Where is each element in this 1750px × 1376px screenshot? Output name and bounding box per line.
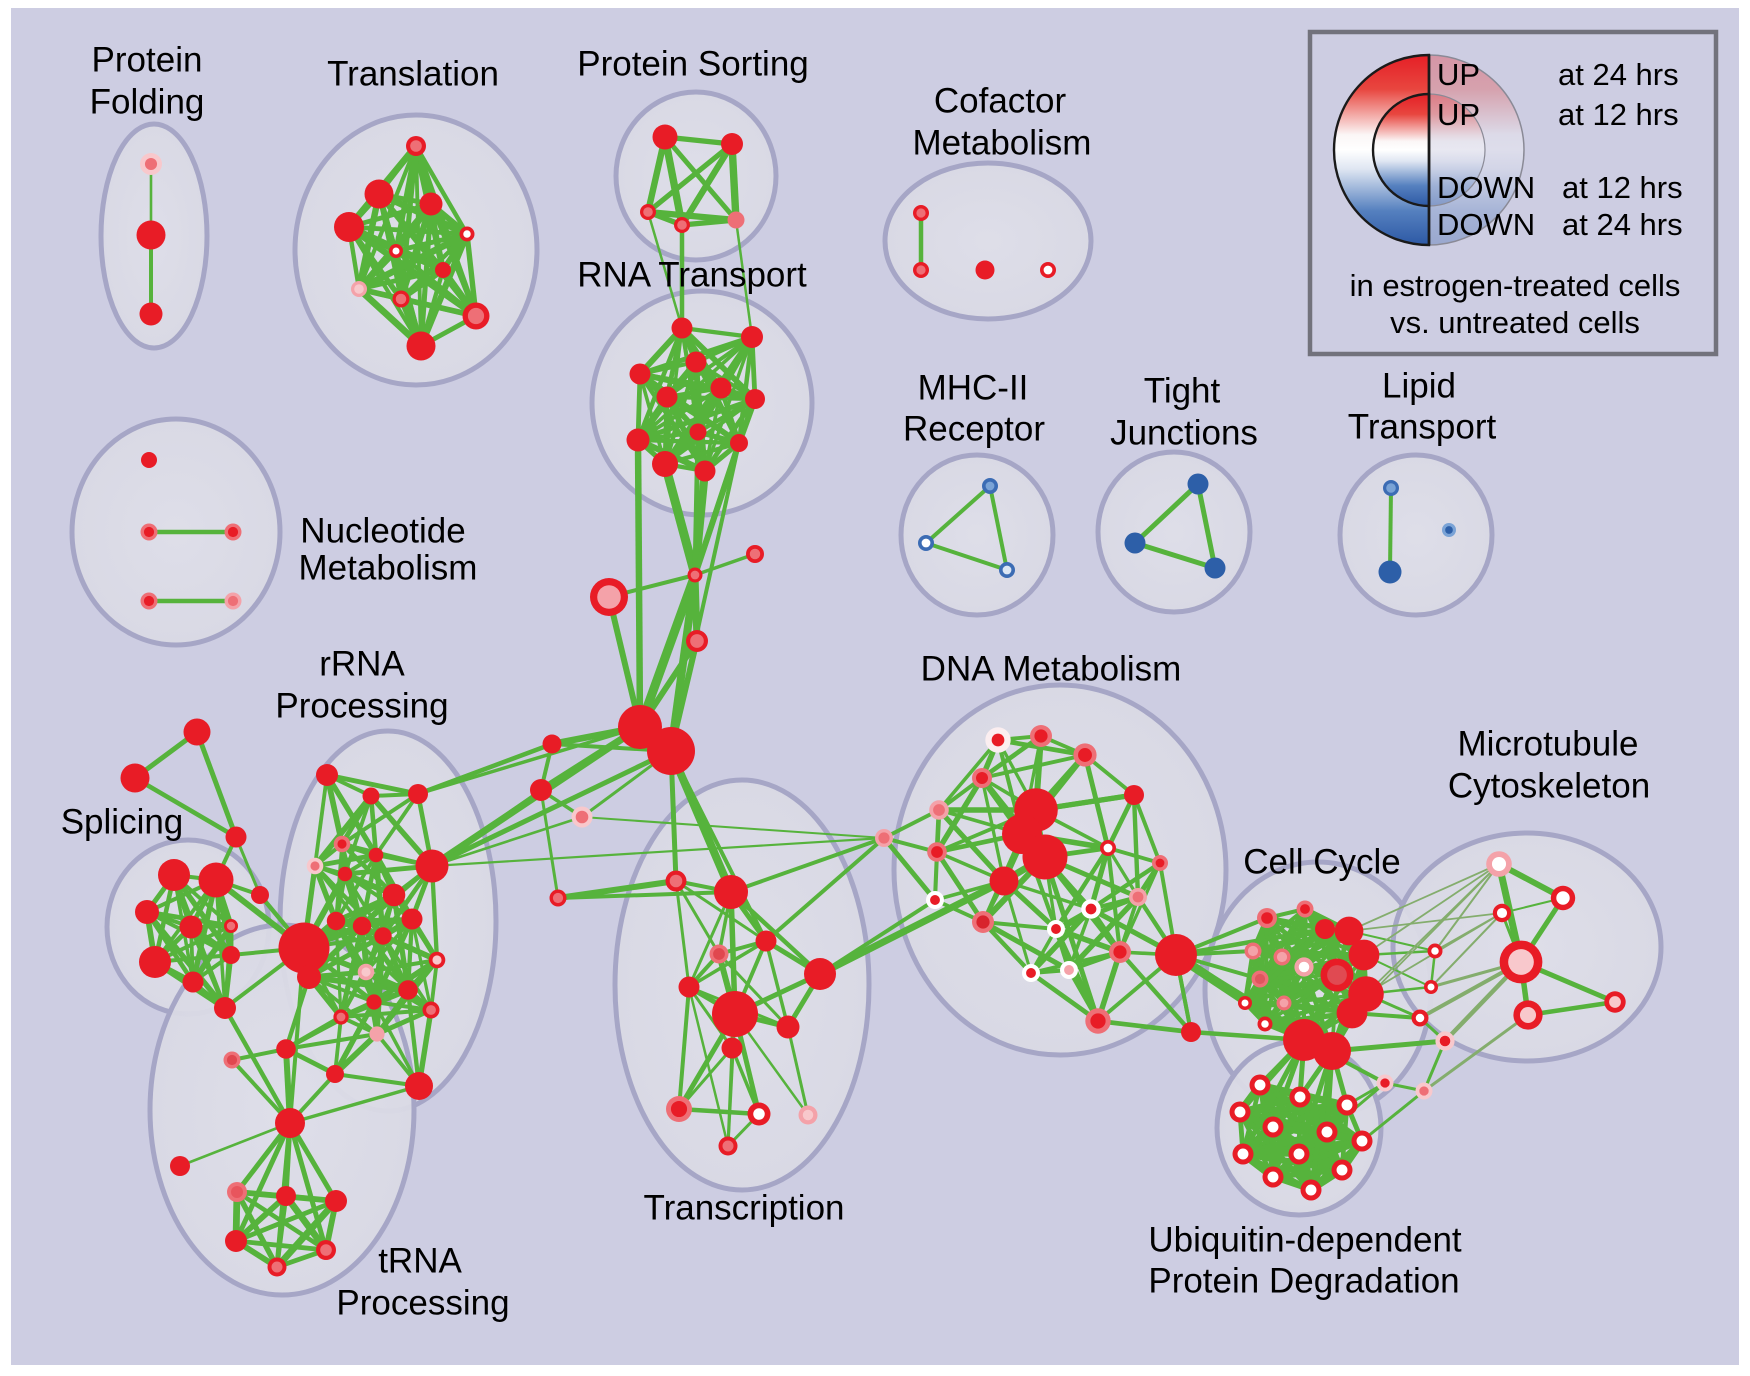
svg-text:RNA Transport: RNA Transport xyxy=(577,255,807,294)
svg-text:Cofactor: Cofactor xyxy=(934,81,1067,120)
svg-text:Lipid: Lipid xyxy=(1382,366,1456,405)
svg-text:Microtubule: Microtubule xyxy=(1458,724,1639,763)
svg-text:MHC-II: MHC-II xyxy=(918,368,1029,407)
svg-text:Nucleotide: Nucleotide xyxy=(300,511,465,550)
svg-text:DOWN: DOWN xyxy=(1437,170,1535,205)
svg-text:at 12 hrs: at 12 hrs xyxy=(1562,170,1683,205)
svg-text:Protein Sorting: Protein Sorting xyxy=(577,44,809,83)
svg-text:UP: UP xyxy=(1437,97,1480,132)
svg-text:Transport: Transport xyxy=(1348,407,1497,446)
svg-text:Cell Cycle: Cell Cycle xyxy=(1243,842,1401,881)
svg-text:Protein Degradation: Protein Degradation xyxy=(1148,1261,1459,1300)
svg-text:in estrogen-treated cells: in estrogen-treated cells xyxy=(1350,268,1681,303)
svg-text:Transcription: Transcription xyxy=(644,1188,845,1227)
svg-text:Metabolism: Metabolism xyxy=(913,123,1092,162)
svg-text:Protein: Protein xyxy=(92,40,203,79)
svg-text:Junctions: Junctions xyxy=(1110,413,1258,452)
svg-text:Receptor: Receptor xyxy=(903,409,1045,448)
svg-text:DOWN: DOWN xyxy=(1437,207,1535,242)
svg-text:at 12 hrs: at 12 hrs xyxy=(1558,97,1679,132)
svg-text:rRNA: rRNA xyxy=(319,644,405,683)
svg-text:DNA Metabolism: DNA Metabolism xyxy=(921,649,1182,688)
svg-text:Processing: Processing xyxy=(275,686,448,725)
svg-text:at 24 hrs: at 24 hrs xyxy=(1562,207,1683,242)
svg-text:Metabolism: Metabolism xyxy=(299,548,478,587)
svg-text:Folding: Folding xyxy=(90,82,205,121)
svg-text:Splicing: Splicing xyxy=(61,802,184,841)
svg-text:Processing: Processing xyxy=(336,1283,509,1322)
svg-text:tRNA: tRNA xyxy=(378,1241,462,1280)
svg-text:Cytoskeleton: Cytoskeleton xyxy=(1448,766,1650,805)
svg-text:vs. untreated cells: vs. untreated cells xyxy=(1390,305,1640,340)
svg-text:Tight: Tight xyxy=(1144,371,1221,410)
svg-text:UP: UP xyxy=(1437,57,1480,92)
svg-text:at 24 hrs: at 24 hrs xyxy=(1558,57,1679,92)
svg-text:Ubiquitin-dependent: Ubiquitin-dependent xyxy=(1148,1220,1462,1259)
svg-text:Translation: Translation xyxy=(327,54,499,93)
